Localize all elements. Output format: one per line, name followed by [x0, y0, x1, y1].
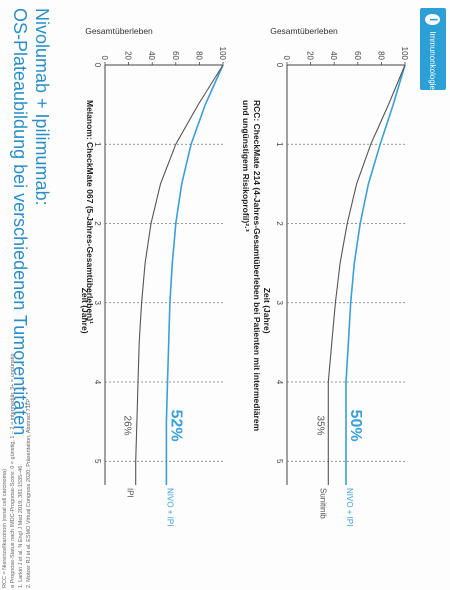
x-tick-label: 3 — [93, 301, 102, 306]
series-line-0 — [345, 64, 406, 485]
panel-title-rcc-line1: RCC: CheckMate 214 (4-Jahres-Gesamtüberl… — [252, 100, 262, 432]
y-tick-label: 40 — [147, 51, 156, 60]
y-tick-label: 80 — [376, 51, 385, 60]
chart-melanom: 0 20 40 60 80 100 0 1 2 3 4 5 Zeit (Jahre) NIVO + IPI… — [80, 47, 227, 527]
footnote-3: 2. Motzer RJ et al. ESMO Virtual Congres… — [26, 398, 32, 588]
x-axis-label: Zeit (Jahre) — [80, 288, 90, 334]
y-tick-label: 100 — [400, 47, 409, 61]
x-tick-label: 0 — [93, 63, 102, 68]
y-tick-label: 20 — [306, 51, 315, 60]
series-name-1: IPI — [126, 488, 135, 498]
x-tick-label: 4 — [93, 380, 102, 385]
series-line-1 — [327, 64, 406, 485]
series-line-0 — [165, 64, 224, 485]
x-tick-label: 5 — [275, 459, 284, 464]
series-name-1: Sunitinib — [318, 488, 327, 519]
y-tick-label: 100 — [218, 47, 227, 61]
series-name-0: NIVO + IPI — [165, 488, 174, 526]
y-tick-label: 20 — [124, 51, 133, 60]
x-tick-label: 2 — [93, 221, 102, 226]
y-tick-label: 60 — [171, 51, 180, 60]
y-axis-label-rcc: Gesamtüberleben — [270, 26, 338, 36]
series-end-label-0: 52% — [167, 410, 184, 442]
x-tick-label: 2 — [275, 221, 284, 226]
y-tick-label: 40 — [329, 51, 338, 60]
x-tick-label: 3 — [275, 301, 284, 306]
footnotes: RCC = Nierenzellkarzinom (renal cell car… — [2, 330, 42, 589]
x-tick-label: 5 — [93, 459, 102, 464]
x-axis-label: Zeit (Jahre) — [262, 288, 272, 334]
x-tick-label: 1 — [93, 142, 102, 147]
y-axis-label-melanom: Gesamtüberleben — [85, 26, 153, 36]
footnote-0: RCC = Nierenzellkarzinom (renal cell car… — [2, 468, 8, 588]
panel-title-melanom: Melanom: CheckMate 067 (5-Jahres-Gesamtü… — [85, 100, 95, 324]
y-tick-label: 0 — [282, 56, 291, 61]
chart-rcc: 0 20 40 60 80 100 0 1 2 3 4 5 Zeit (Jahre) NIVO + IPI… — [262, 47, 409, 527]
slide-title-line1: Nivolumab + Ipilimumab: — [32, 8, 52, 206]
y-tick-label: 80 — [194, 51, 203, 60]
footnote-2: 1. Larkin J et al. N Engl J Med 2019; 38… — [18, 465, 24, 588]
series-end-label-1: 26% — [122, 416, 133, 436]
series-end-label-0: 50% — [347, 410, 364, 442]
series-end-label-1: 35% — [314, 416, 325, 436]
x-tick-label: 4 — [275, 380, 284, 385]
y-tick-label: 60 — [353, 51, 362, 60]
footnote-1: a Prognose-Status nach IMDC-Prognose-Sco… — [10, 353, 16, 589]
y-tick-label: 0 — [100, 56, 109, 61]
panel-title-rcc-line2: und ungünstigem Risikoprofil)²·³ — [241, 100, 251, 232]
x-tick-label: 0 — [275, 63, 284, 68]
x-tick-label: 1 — [275, 142, 284, 147]
series-line-1 — [135, 64, 224, 485]
series-name-0: NIVO + IPI — [345, 488, 354, 526]
